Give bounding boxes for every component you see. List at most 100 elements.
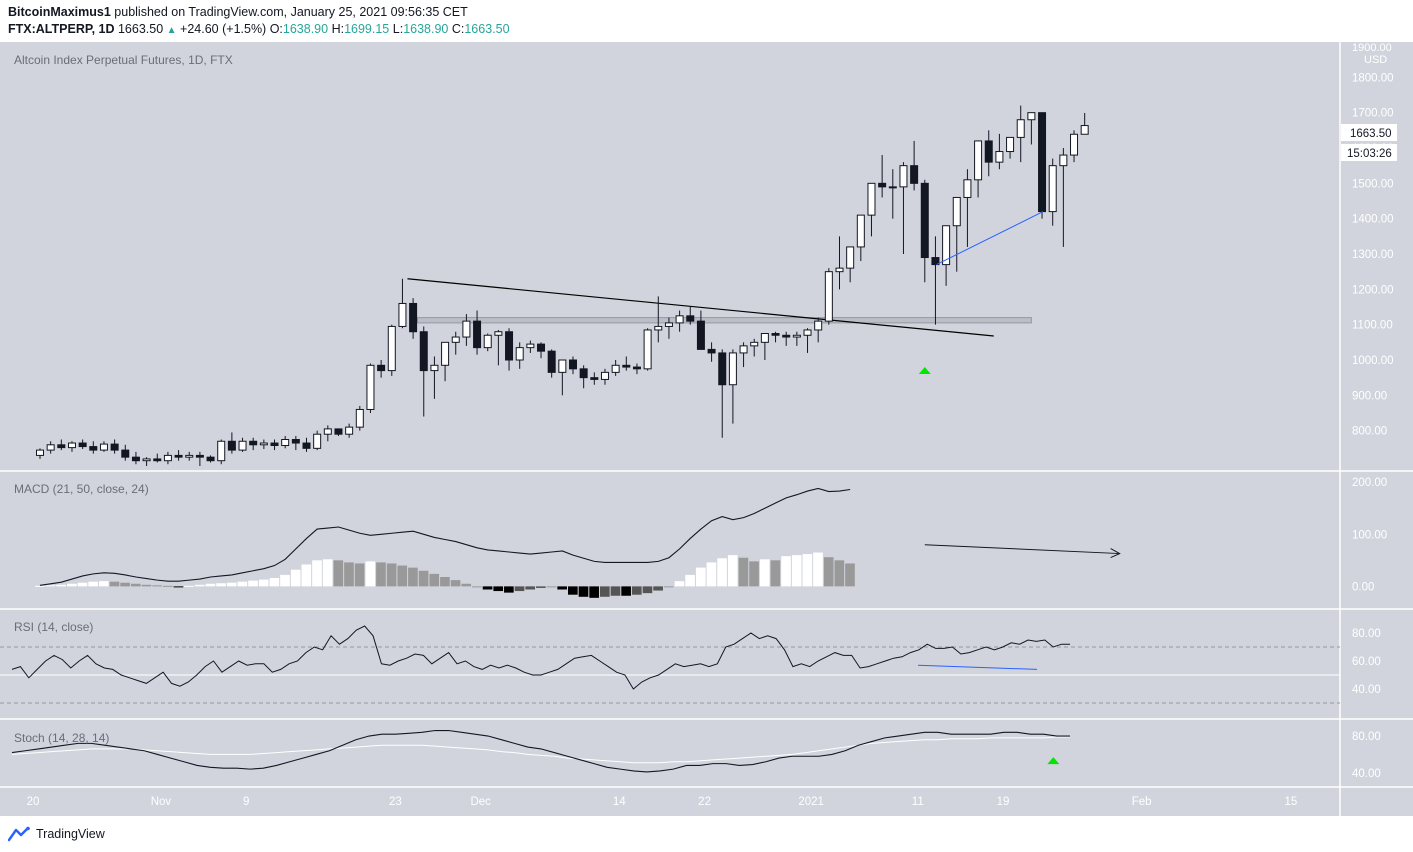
stoch-tick-label: 80.00 bbox=[1352, 731, 1381, 743]
macd-histogram-bar bbox=[674, 581, 685, 587]
bull-candle bbox=[163, 454, 172, 462]
bull-candle bbox=[313, 433, 322, 449]
bull-candle bbox=[366, 364, 375, 410]
countdown-tag bbox=[1341, 144, 1397, 161]
price-tick-label: 1500.00 bbox=[1352, 178, 1394, 190]
macd-histogram-bar bbox=[717, 558, 727, 587]
bull-candle bbox=[888, 186, 897, 189]
macd-title: MACD (21, 50, close, 24) bbox=[14, 482, 149, 496]
macd-histogram-bar bbox=[184, 585, 194, 587]
bull-candle bbox=[835, 267, 844, 273]
publish-info: BitcoinMaximus1 published on TradingView… bbox=[8, 5, 468, 19]
bull-candle bbox=[1059, 154, 1068, 167]
macd-histogram-bar bbox=[791, 555, 802, 587]
macd-histogram-bar bbox=[194, 584, 205, 587]
bull-candle bbox=[355, 408, 364, 428]
macd-histogram-bar bbox=[578, 586, 589, 597]
macd-histogram-bar bbox=[408, 567, 418, 587]
macd-histogram-bar bbox=[269, 578, 280, 587]
stoch-signal-arrow-icon bbox=[1047, 757, 1060, 765]
bull-candle bbox=[792, 334, 801, 338]
ohlc-line: FTX:ALTPERP, 1D 1663.50 ▲ +24.60 (+1.5%)… bbox=[8, 22, 510, 36]
macd-tick-label: 0.00 bbox=[1352, 581, 1374, 593]
bear-candle bbox=[632, 366, 641, 370]
chart-area[interactable]: 20 Nov 9 23 Dec 14 22 2021 11 19 Feb 15 800.00 900.0… bbox=[0, 42, 1413, 816]
macd-histogram-bar bbox=[493, 586, 504, 592]
macd-histogram-bar bbox=[514, 586, 525, 592]
bull-candle bbox=[430, 364, 439, 372]
bull-candle bbox=[281, 439, 290, 447]
bull-candle bbox=[728, 352, 737, 386]
bear-candle bbox=[782, 334, 791, 338]
bear-candle bbox=[537, 343, 546, 352]
macd-histogram-bar bbox=[365, 561, 376, 587]
price-tick-label: 1800.00 bbox=[1352, 72, 1394, 84]
tradingview-brand: TradingView bbox=[36, 827, 105, 841]
rsi-panel bbox=[0, 625, 1340, 704]
bear-candle bbox=[227, 440, 236, 451]
macd-histogram-bar bbox=[685, 574, 695, 587]
bull-candle bbox=[36, 449, 44, 456]
macd-histogram-bar bbox=[631, 586, 642, 595]
macd-histogram-bar bbox=[120, 582, 130, 587]
macd-histogram-bar bbox=[322, 559, 333, 587]
stoch-title: Stoch (14, 28, 14) bbox=[14, 731, 109, 745]
bull-candle bbox=[451, 336, 460, 343]
bear-candle bbox=[1038, 112, 1047, 213]
macd-histogram-bar bbox=[258, 579, 269, 587]
price-change: +24.60 (+1.5%) bbox=[180, 22, 267, 36]
macd-histogram-bar bbox=[205, 583, 216, 587]
macd-histogram-bar bbox=[834, 560, 845, 587]
macd-histogram-bar bbox=[621, 586, 631, 596]
macd-histogram-bar bbox=[663, 586, 674, 588]
publisher-name[interactable]: BitcoinMaximus1 bbox=[8, 5, 111, 19]
price-tick-label: 900.00 bbox=[1352, 390, 1387, 402]
bull-candle bbox=[1070, 133, 1079, 156]
bear-candle bbox=[473, 320, 482, 349]
bull-candle bbox=[441, 341, 450, 366]
symbol-label: FTX:ALTPERP, 1D bbox=[8, 22, 115, 36]
descending-trendline bbox=[407, 278, 994, 337]
price-panel bbox=[36, 105, 1089, 466]
price-tick-label: 1000.00 bbox=[1352, 355, 1394, 367]
bull-candle bbox=[99, 443, 108, 451]
macd-histogram-bar bbox=[450, 580, 461, 587]
bull-candle bbox=[142, 458, 151, 462]
macd-histogram-bar bbox=[386, 563, 397, 587]
bull-candle bbox=[675, 315, 684, 324]
bull-candle bbox=[995, 151, 1004, 163]
price-panel-title: Altcoin Index Perpetual Futures, 1D, FTX bbox=[14, 53, 233, 67]
price-axis[interactable]: 800.00 900.00 1000.00 1100.00 1200.00 1300.00… bbox=[1352, 72, 1394, 779]
rsi-divergence-line bbox=[917, 664, 1038, 670]
bull-candle bbox=[952, 196, 961, 227]
time-tick-label: Feb bbox=[1132, 796, 1152, 808]
tradingview-logo[interactable]: TradingView bbox=[8, 826, 105, 842]
close-value: 1663.50 bbox=[464, 22, 510, 36]
bull-candle bbox=[739, 345, 748, 354]
rsi-tick-label: 80.00 bbox=[1352, 628, 1381, 640]
macd-histogram-bar bbox=[248, 580, 258, 587]
rsi-title: RSI (14, close) bbox=[14, 620, 93, 634]
bear-candle bbox=[931, 257, 940, 266]
header: BitcoinMaximus1 published on TradingView… bbox=[0, 0, 1413, 42]
macd-histogram-bar bbox=[557, 586, 567, 590]
bear-candle bbox=[409, 302, 418, 333]
bear-candle bbox=[419, 331, 428, 372]
bear-candle bbox=[131, 456, 140, 462]
bear-candle bbox=[377, 364, 386, 372]
macd-histogram-bar bbox=[781, 556, 791, 587]
bear-candle bbox=[547, 350, 556, 373]
bull-candle bbox=[963, 179, 972, 198]
time-tick-label: 9 bbox=[243, 796, 249, 808]
time-axis[interactable]: 20 Nov 9 23 Dec 14 22 2021 11 19 Feb 15 bbox=[27, 796, 1298, 808]
bull-candle bbox=[483, 334, 492, 349]
bull-candle bbox=[323, 428, 332, 435]
macd-histogram-bar bbox=[376, 562, 386, 587]
bear-candle bbox=[878, 182, 887, 188]
bull-candle bbox=[398, 302, 407, 327]
bull-candle bbox=[526, 343, 535, 349]
macd-histogram-bar bbox=[802, 554, 813, 587]
time-tick-label: 2021 bbox=[798, 796, 824, 808]
bull-candle bbox=[185, 454, 194, 458]
bull-candle bbox=[1006, 136, 1015, 153]
